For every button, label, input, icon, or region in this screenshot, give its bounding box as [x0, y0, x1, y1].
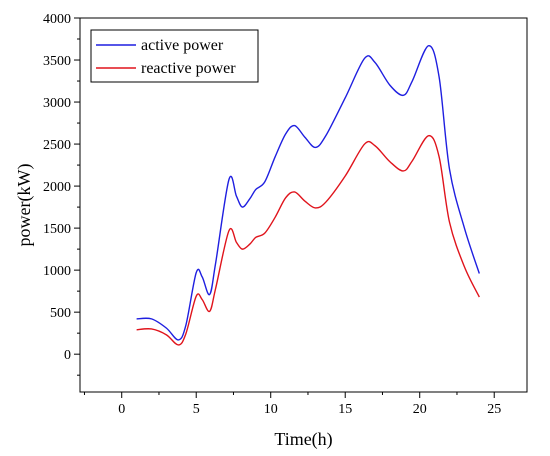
series-layer [136, 45, 480, 346]
y-tick-label: 1000 [43, 264, 71, 279]
y-tick-label: 3500 [43, 54, 71, 69]
y-tick-label: 3000 [43, 96, 71, 111]
x-tick-label: 20 [413, 402, 427, 417]
y-axis: 0 500 1000 1500 2000 2500 3000 3500 4000 [43, 12, 80, 376]
legend-label: reactive power [141, 60, 236, 77]
y-tick-label: 0 [64, 348, 71, 363]
x-tick-label: 10 [264, 402, 278, 417]
legend: active power reactive power [90, 29, 259, 83]
y-tick-label: 1500 [43, 222, 71, 237]
x-tick-label: 15 [338, 402, 352, 417]
x-tick-label: 0 [118, 402, 125, 417]
x-axis-label: Time(h) [274, 429, 332, 450]
y-tick-label: 2000 [43, 180, 71, 195]
y-tick-label: 2500 [43, 138, 71, 153]
series-line-active-power [136, 45, 480, 341]
x-tick-label: 25 [487, 402, 501, 417]
legend-box [90, 29, 259, 83]
legend-label: active power [141, 37, 224, 54]
y-tick-label: 500 [50, 306, 71, 321]
x-tick-label: 5 [193, 402, 200, 417]
y-axis-label: power(kW) [14, 164, 35, 247]
plot-frame [79, 17, 528, 393]
series-line-reactive-power [136, 134, 480, 346]
y-tick-label: 4000 [43, 12, 71, 27]
x-axis: 0 5 10 15 20 25 [83, 392, 501, 417]
